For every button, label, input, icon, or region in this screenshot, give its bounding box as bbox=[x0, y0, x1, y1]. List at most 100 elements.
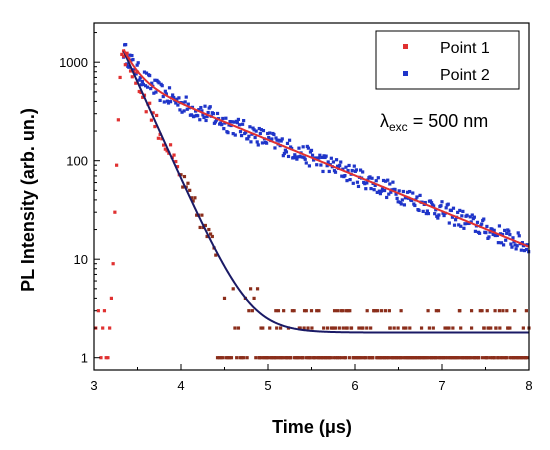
point-2-marker-333 bbox=[469, 220, 473, 224]
point-1-marker-757 bbox=[512, 356, 516, 360]
point-2-marker-373 bbox=[511, 236, 515, 240]
point-2-marker-386 bbox=[524, 247, 529, 252]
point-1-marker-446 bbox=[193, 196, 197, 200]
point-2-marker-379 bbox=[517, 234, 521, 238]
point-1-marker-707 bbox=[398, 356, 402, 360]
point-2-marker-73 bbox=[198, 118, 202, 122]
point-1-marker-749 bbox=[493, 309, 497, 313]
point-2-marker-208 bbox=[339, 160, 343, 164]
point-1-marker-438 bbox=[179, 173, 183, 177]
point-2-marker-229 bbox=[361, 170, 365, 174]
point-2-marker-274 bbox=[408, 189, 412, 194]
point-1-marker-763 bbox=[524, 309, 528, 313]
point-2-marker-71 bbox=[196, 114, 200, 118]
point-2-marker-20 bbox=[142, 70, 147, 74]
point-2-marker-231 bbox=[363, 182, 367, 186]
point-1-marker-482 bbox=[255, 287, 260, 291]
point-1-marker-759 bbox=[516, 356, 520, 360]
point-2-marker-17 bbox=[139, 83, 143, 87]
point-2-marker-292 bbox=[426, 211, 431, 216]
point-2-marker-124 bbox=[251, 126, 255, 130]
point-2-marker-139 bbox=[267, 135, 271, 140]
point-2-marker-68 bbox=[192, 114, 197, 118]
point-1-marker-656 bbox=[300, 356, 304, 360]
point-1-marker-692 bbox=[371, 356, 375, 360]
point-2-marker-60 bbox=[184, 95, 188, 99]
point-2-marker-199 bbox=[329, 156, 333, 160]
point-2-marker-175 bbox=[304, 161, 308, 165]
point-1-marker-463 bbox=[222, 296, 227, 300]
point-2-marker-297 bbox=[432, 204, 436, 208]
point-2-marker-207 bbox=[338, 163, 342, 168]
point-1-marker-450 bbox=[200, 213, 204, 217]
point-2-marker-306 bbox=[441, 211, 445, 215]
point-2-marker-131 bbox=[258, 131, 262, 136]
point-1-marker-401 bbox=[99, 356, 103, 360]
point-1-marker-434 bbox=[172, 153, 176, 157]
point-2-marker-283 bbox=[417, 208, 421, 213]
point-1-marker-701 bbox=[388, 326, 392, 330]
point-1-marker-750 bbox=[496, 356, 500, 360]
point-2-marker-317 bbox=[452, 223, 457, 227]
point-1-marker-444 bbox=[189, 196, 194, 200]
point-1-marker-610 bbox=[478, 309, 482, 313]
point-1-marker-730 bbox=[451, 326, 455, 330]
point-1-marker-497 bbox=[282, 309, 286, 313]
point-1-marker-734 bbox=[458, 309, 462, 313]
point-1-marker-682 bbox=[349, 326, 353, 330]
point-1-marker-414 bbox=[137, 89, 141, 94]
point-2-marker-348 bbox=[485, 224, 489, 229]
point-1-marker-407 bbox=[125, 51, 129, 55]
point-2-marker-381 bbox=[519, 248, 523, 252]
point-2-marker-61 bbox=[185, 107, 189, 111]
point-1-marker-520 bbox=[322, 356, 326, 360]
point-1-marker-744 bbox=[486, 326, 490, 330]
point-2-marker-269 bbox=[402, 203, 407, 207]
legend: Point 1 Point 2 bbox=[375, 30, 520, 90]
point-1-marker-412 bbox=[134, 81, 138, 85]
point-2-marker-57 bbox=[181, 101, 185, 105]
point-1-marker-592 bbox=[447, 356, 451, 360]
point-2-marker-94 bbox=[220, 123, 224, 127]
point-2-marker-326 bbox=[462, 226, 466, 230]
point-2-marker-29 bbox=[152, 91, 156, 95]
x-tick-label-0: 3 bbox=[90, 378, 97, 393]
point-2-marker-284 bbox=[418, 193, 422, 197]
point-1-marker-753 bbox=[504, 356, 508, 360]
point-1-marker-704 bbox=[392, 326, 396, 330]
point-2-marker-115 bbox=[242, 118, 246, 123]
point-2-marker-119 bbox=[246, 137, 250, 141]
point-1-marker-642 bbox=[265, 356, 269, 360]
point-1-marker-403 bbox=[102, 309, 107, 313]
point-1-marker-550 bbox=[374, 309, 378, 313]
point-2-marker-214 bbox=[345, 179, 349, 183]
point-2-marker-166 bbox=[295, 157, 299, 161]
point-1-marker-665 bbox=[320, 356, 324, 360]
point-2-marker-220 bbox=[351, 181, 355, 185]
point-2-marker-19 bbox=[141, 82, 146, 87]
point-2-marker-355 bbox=[492, 228, 496, 232]
point-1-marker-423 bbox=[153, 124, 157, 129]
point-2-marker-353 bbox=[490, 227, 494, 231]
point-2-marker-350 bbox=[487, 235, 491, 239]
point-2-marker-187 bbox=[317, 156, 321, 160]
y-axis-ticks: 1 10 100 1000 bbox=[59, 32, 100, 366]
point-2-marker-172 bbox=[301, 145, 305, 149]
point-2-marker-197 bbox=[327, 169, 331, 174]
point-2-marker-260 bbox=[393, 187, 397, 192]
point-1-marker-531 bbox=[341, 309, 345, 313]
point-1-marker-699 bbox=[383, 309, 388, 313]
point-2-marker-90 bbox=[215, 111, 220, 116]
point-2-marker-329 bbox=[465, 213, 469, 217]
point-1-marker-655 bbox=[298, 326, 302, 330]
point-2-marker-174 bbox=[303, 157, 307, 161]
point-2-marker-322 bbox=[458, 208, 462, 213]
point-2-marker-98 bbox=[224, 116, 228, 120]
point-2-marker-363 bbox=[500, 232, 505, 237]
point-2-marker-331 bbox=[467, 221, 471, 225]
y-tick-label-3: 1000 bbox=[59, 55, 88, 70]
point-2-marker-130 bbox=[257, 126, 261, 131]
point-1-marker-713 bbox=[410, 356, 414, 360]
point-2-marker-307 bbox=[442, 213, 446, 218]
point-2-marker-129 bbox=[256, 143, 260, 147]
